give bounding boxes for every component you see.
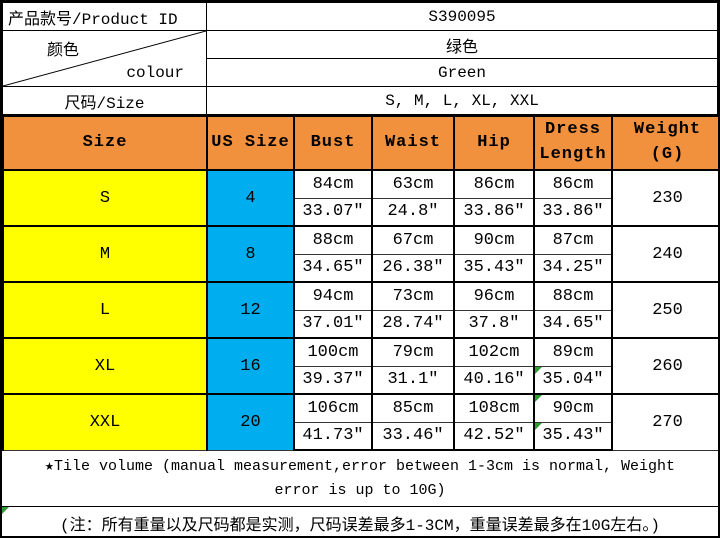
table-row-s-inch: 33.07″ 24.8″ 33.86″ 33.86″: [3, 197, 718, 227]
size-cell: XL: [2, 337, 208, 395]
dress-cm-cell: 90cm: [533, 393, 613, 423]
waist-cm-cell: 67cm: [371, 225, 455, 255]
header-weight: Weight (G): [611, 115, 718, 171]
bust-cm-cell: 88cm: [293, 225, 373, 255]
dress-cm-cell: 88cm: [533, 281, 613, 311]
weight-cell: 240: [611, 225, 718, 283]
dress-inch-cell: 34.25″: [533, 253, 613, 283]
header-us-size: US Size: [206, 115, 295, 171]
color-header-cell: 颜色 colour: [2, 30, 207, 87]
table-row-xxl-cm: XXL 20 106cm 85cm 108cm 90cm 270: [2, 393, 718, 451]
waist-inch-cell: 31.1″: [371, 365, 455, 395]
hip-cm-cell: 108cm: [453, 393, 535, 423]
measurement-note-en-line1: ★Tile volume (manual measurement,error b…: [44, 457, 676, 475]
measurement-note-en: ★Tile volume (manual measurement,error b…: [2, 451, 718, 507]
header-hip: Hip: [453, 115, 535, 171]
product-id-label: 产品款号/Product ID: [2, 2, 207, 31]
header-weight-line2: (G): [650, 145, 685, 164]
size-range-label: 尺码/Size: [2, 86, 207, 115]
dress-cm-cell: 86cm: [533, 169, 613, 199]
bust-inch-cell: 34.65″: [293, 253, 373, 283]
header-size: Size: [2, 115, 208, 171]
size-cell: L: [2, 281, 208, 339]
diagonal-divider: [3, 31, 206, 86]
bust-inch-cell: 41.73″: [293, 421, 373, 451]
waist-inch-cell: 28.74″: [371, 309, 455, 339]
product-info-table: 产品款号/Product ID S390095 颜色 colour 绿色 Gre…: [2, 2, 718, 115]
color-value-cn: 绿色: [206, 30, 718, 59]
us-size-cell: 8: [206, 225, 295, 283]
bust-cm-cell: 84cm: [293, 169, 373, 199]
dress-inch-cell: 33.86″: [533, 197, 613, 227]
hip-inch-cell: 35.43″: [453, 253, 535, 283]
size-cell: M: [2, 225, 208, 283]
size-cell: XXL: [2, 393, 208, 451]
dress-inch-cell: 34.65″: [533, 309, 613, 339]
color-label-en: colour: [126, 64, 184, 82]
hip-inch-cell: 40.16″: [453, 365, 535, 395]
waist-cm-cell: 63cm: [371, 169, 455, 199]
waist-cm-cell: 79cm: [371, 337, 455, 367]
bust-inch-cell: 39.37″: [293, 365, 373, 395]
table-row-l-inch: 37.01″ 28.74″ 37.8″ 34.65″: [3, 309, 718, 339]
size-range-value: S, M, L, XL, XXL: [206, 86, 718, 115]
weight-cell: 250: [611, 281, 718, 339]
waist-cm-cell: 73cm: [371, 281, 455, 311]
table-row-s-cm: S 4 84cm 63cm 86cm 86cm 230: [2, 169, 718, 227]
measurement-note-en-line2: error is up to 10G): [274, 481, 446, 499]
table-row-xl-cm: XL 16 100cm 79cm 102cm 89cm 260: [2, 337, 718, 395]
size-cell: S: [2, 169, 208, 227]
hip-cm-cell: 96cm: [453, 281, 535, 311]
bust-cm-cell: 94cm: [293, 281, 373, 311]
table-row-xl-inch: 39.37″ 31.1″ 40.16″ 35.04″: [3, 365, 718, 395]
header-bust: Bust: [293, 115, 373, 171]
table-row-xxl-inch: 41.73″ 33.46″ 42.52″ 35.43″: [3, 421, 718, 451]
color-en-row: Green: [3, 58, 718, 87]
table-row-m-cm: M 8 88cm 67cm 90cm 87cm 240: [2, 225, 718, 283]
bust-cm-cell: 100cm: [293, 337, 373, 367]
header-dress-line1: Dress: [544, 120, 601, 140]
waist-cm-cell: 85cm: [371, 393, 455, 423]
dress-cm-cell: 87cm: [533, 225, 613, 255]
us-size-cell: 20: [206, 393, 295, 451]
bust-inch-cell: 33.07″: [293, 197, 373, 227]
hip-cm-cell: 90cm: [453, 225, 535, 255]
measurements-table: Size US Size Bust Waist Hip Dress Length…: [2, 115, 718, 451]
bust-cm-cell: 106cm: [293, 393, 373, 423]
us-size-cell: 4: [206, 169, 295, 227]
color-label-cn: 颜色: [47, 42, 80, 60]
weight-cell: 260: [611, 337, 718, 395]
dress-cm-cell: 89cm: [533, 337, 613, 367]
waist-inch-cell: 24.8″: [371, 197, 455, 227]
table-row-l-cm: L 12 94cm 73cm 96cm 88cm 250: [2, 281, 718, 339]
bust-inch-cell: 37.01″: [293, 309, 373, 339]
hip-inch-cell: 37.8″: [453, 309, 535, 339]
header-row: Size US Size Bust Waist Hip Dress Length…: [2, 115, 718, 171]
header-weight-line1: Weight: [633, 120, 702, 140]
header-dress-length: Dress Length: [533, 115, 613, 171]
dress-inch-cell: 35.43″: [533, 421, 613, 451]
product-id-row: 产品款号/Product ID S390095: [2, 2, 718, 31]
us-size-cell: 12: [206, 281, 295, 339]
table-row-m-inch: 34.65″ 26.38″ 35.43″ 34.25″: [3, 253, 718, 283]
header-dress-line2: Length: [539, 145, 607, 164]
waist-inch-cell: 26.38″: [371, 253, 455, 283]
product-id-value: S390095: [206, 2, 718, 31]
hip-inch-cell: 42.52″: [453, 421, 535, 451]
color-cn-row: 颜色 colour 绿色: [2, 30, 718, 87]
color-value-en: Green: [206, 58, 718, 87]
hip-inch-cell: 33.86″: [453, 197, 535, 227]
weight-cell: 270: [611, 393, 718, 451]
dress-inch-cell: 35.04″: [533, 365, 613, 395]
header-waist: Waist: [371, 115, 455, 171]
weight-cell: 230: [611, 169, 718, 227]
hip-cm-cell: 86cm: [453, 169, 535, 199]
size-range-row: 尺码/Size S, M, L, XL, XXL: [2, 86, 718, 115]
measurement-note-cn: (注：所有重量以及尺码都是实测，尺码误差最多1-3CM，重量误差最多在10G左右…: [2, 507, 718, 536]
us-size-cell: 16: [206, 337, 295, 395]
hip-cm-cell: 102cm: [453, 337, 535, 367]
waist-inch-cell: 33.46″: [371, 421, 455, 451]
